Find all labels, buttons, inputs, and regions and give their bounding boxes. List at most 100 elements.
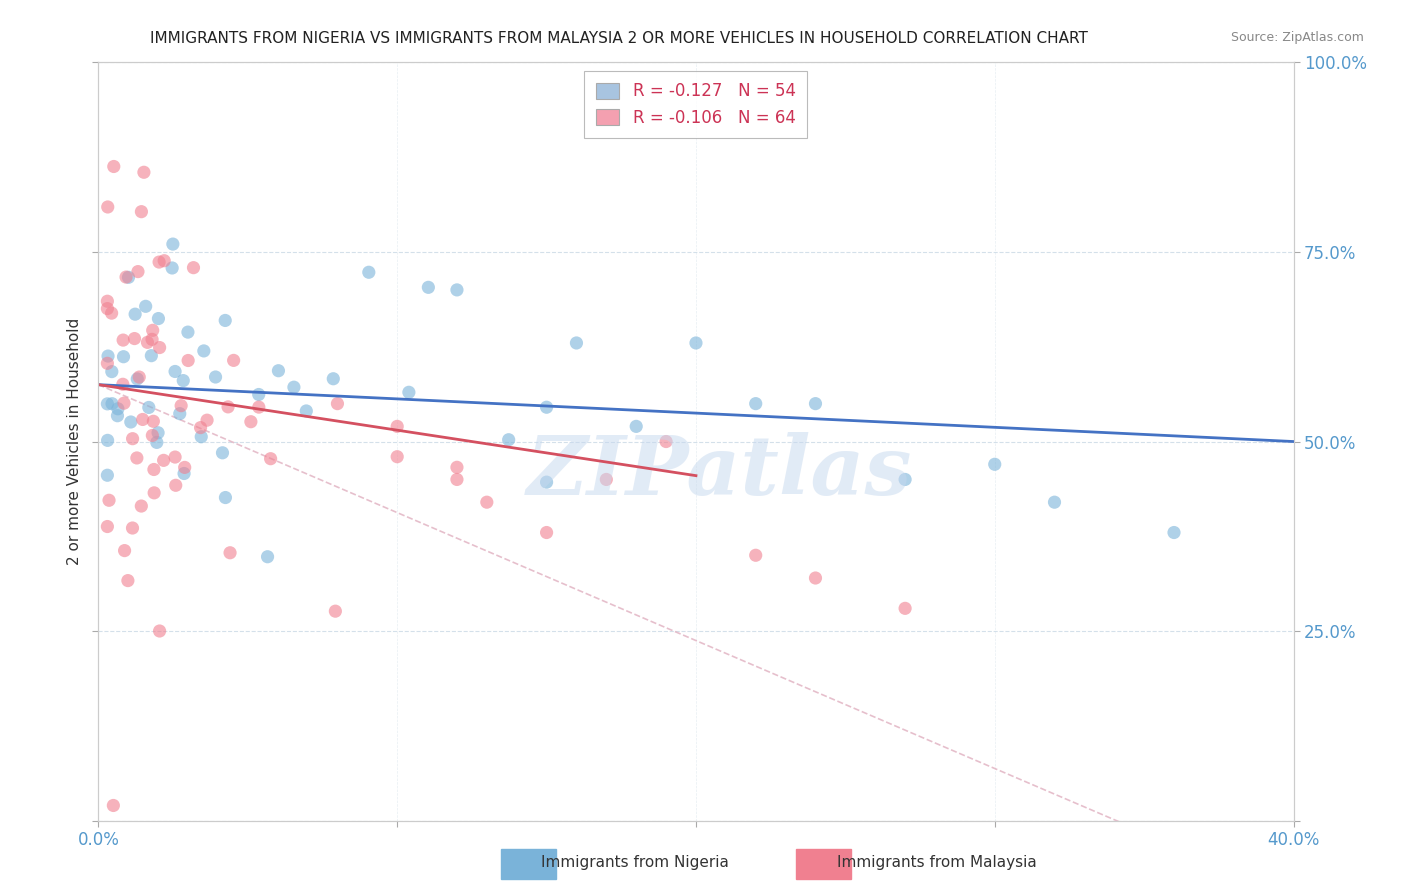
Point (446, 460, 468, 475)
Point (131, 412, 153, 426)
Point (96, 294, 118, 309)
Point (103, 160, 125, 174)
Point (685, 335, 707, 350)
Point (153, 253, 176, 268)
Point (626, 419, 648, 434)
Point (165, 364, 187, 378)
Point (222, 353, 245, 368)
Point (138, 401, 160, 415)
Point (97, 434, 120, 448)
Point (214, 313, 236, 327)
Point (398, 385, 420, 400)
Point (239, 415, 262, 429)
Point (219, 546, 242, 560)
Point (325, 604, 347, 618)
Point (283, 380, 305, 394)
Point (385, 419, 409, 434)
Point (259, 451, 281, 466)
Point (177, 325, 200, 339)
Point (195, 413, 218, 427)
Point (117, 270, 139, 285)
Point (141, 428, 163, 442)
Point (96, 301, 118, 316)
Point (446, 283, 468, 297)
Point (418, 280, 440, 294)
Point (162, 237, 184, 252)
Point (101, 397, 124, 411)
Point (190, 420, 212, 434)
Point (100, 306, 122, 320)
Point (247, 400, 270, 414)
Text: Immigrants from Nigeria: Immigrants from Nigeria (541, 855, 730, 870)
Point (96, 519, 118, 533)
Point (141, 332, 163, 346)
Point (114, 543, 136, 558)
Point (894, 473, 917, 487)
Point (322, 372, 344, 386)
Point (267, 364, 290, 378)
Point (107, 401, 129, 416)
Point (183, 260, 205, 275)
Point (173, 460, 195, 475)
Point (111, 377, 134, 392)
Point (165, 450, 187, 464)
Point (247, 387, 270, 401)
Point (804, 396, 827, 410)
Point (146, 435, 169, 450)
Point (177, 353, 200, 368)
Point (125, 450, 148, 465)
Y-axis label: 2 or more Vehicles in Household: 2 or more Vehicles in Household (66, 318, 82, 566)
Point (101, 365, 124, 379)
Point (107, 409, 129, 423)
Point (565, 335, 588, 350)
Point (103, 798, 125, 813)
Point (143, 486, 166, 500)
Point (141, 349, 163, 363)
Point (160, 260, 183, 275)
Point (112, 396, 135, 410)
Point (124, 307, 146, 321)
Point (595, 473, 617, 487)
Point (148, 311, 170, 326)
Point (127, 372, 149, 386)
Point (256, 549, 278, 564)
Point (211, 446, 233, 460)
Point (745, 548, 768, 563)
Point (112, 350, 135, 364)
Point (96, 356, 118, 370)
Text: Immigrants from Malaysia: Immigrants from Malaysia (837, 855, 1036, 870)
Point (169, 407, 191, 421)
Point (128, 370, 150, 384)
Point (745, 396, 768, 410)
Point (894, 601, 917, 615)
Point (132, 165, 155, 179)
Point (127, 264, 149, 278)
Point (121, 521, 143, 535)
Point (193, 343, 215, 358)
Point (170, 399, 193, 413)
Point (142, 323, 165, 337)
Point (112, 333, 135, 347)
Point (172, 374, 194, 388)
Text: ZIPatlas: ZIPatlas (527, 432, 912, 512)
Point (136, 335, 159, 350)
Point (131, 204, 153, 219)
Point (148, 255, 170, 269)
Point (446, 473, 468, 487)
Point (1163, 525, 1185, 540)
Point (135, 299, 157, 313)
Point (984, 458, 1007, 472)
Point (97, 349, 120, 363)
Point (326, 396, 349, 410)
Point (131, 499, 153, 513)
Point (165, 478, 187, 492)
Text: IMMIGRANTS FROM NIGERIA VS IMMIGRANTS FROM MALAYSIA 2 OR MORE VEHICLES IN HOUSEH: IMMIGRANTS FROM NIGERIA VS IMMIGRANTS FR… (149, 31, 1088, 46)
Point (214, 491, 236, 505)
Legend: R = -0.127   N = 54, R = -0.106   N = 64: R = -0.127 N = 54, R = -0.106 N = 64 (585, 70, 807, 138)
Point (142, 462, 165, 476)
Point (536, 401, 558, 415)
Point (152, 453, 174, 467)
Point (655, 434, 678, 449)
Point (142, 414, 165, 428)
Point (149, 341, 172, 355)
